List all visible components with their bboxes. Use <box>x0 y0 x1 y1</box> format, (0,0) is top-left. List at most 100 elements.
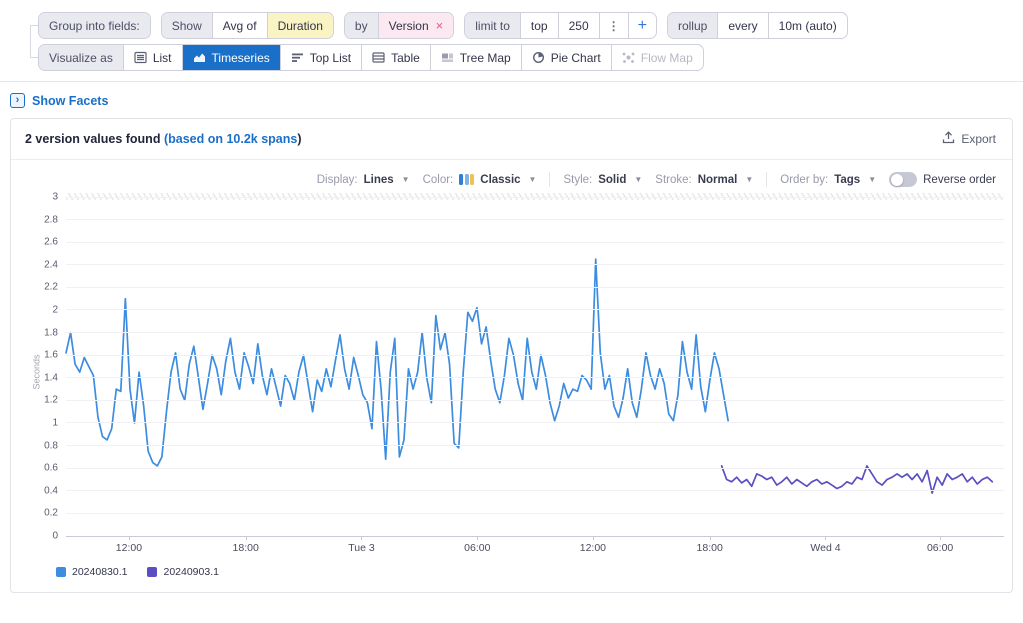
x-tick-mark <box>592 536 594 540</box>
aggregation-select[interactable]: Avg of <box>211 13 267 38</box>
visualize-row: Visualize as List Timeseries Top List Ta… <box>38 44 1023 71</box>
connector-stub <box>30 25 38 26</box>
color-label: Color: <box>422 173 454 186</box>
chevron-down-icon: ▼ <box>401 175 410 184</box>
gridline <box>66 490 1004 492</box>
list-icon <box>134 51 147 64</box>
x-tick-mark <box>128 536 130 540</box>
y-tick-label: 1.4 <box>44 372 58 384</box>
x-tick-mark <box>477 536 479 540</box>
legend-name: 20240903.1 <box>163 566 219 578</box>
chevron-down-icon: ▼ <box>528 175 537 184</box>
chevron-down-icon: ▼ <box>634 175 643 184</box>
stroke-select[interactable]: Stroke: Normal ▼ <box>655 174 753 186</box>
y-tick-label: 2.6 <box>44 236 58 248</box>
stroke-value: Normal <box>697 173 738 186</box>
tab-list-label: List <box>152 50 172 65</box>
x-tick-mark <box>245 536 247 540</box>
measure-select[interactable]: Duration <box>266 13 333 38</box>
export-icon <box>942 131 955 147</box>
tab-tree-map-label: Tree Map <box>459 50 511 65</box>
y-tick-label: 0.2 <box>44 507 58 519</box>
y-tick-label: 1 <box>52 417 58 429</box>
gridline <box>66 286 1004 288</box>
legend-item[interactable]: 20240830.1 <box>56 566 127 578</box>
stroke-label: Stroke: <box>655 173 692 186</box>
display-value: Lines <box>363 173 394 186</box>
display-select[interactable]: Display: Lines ▼ <box>317 174 410 186</box>
query-builder: Group into fields: Show Avg of Duration … <box>0 0 1023 81</box>
show-label: Show <box>161 13 212 38</box>
tree-map-icon <box>441 51 454 64</box>
tab-timeseries[interactable]: Timeseries <box>181 45 280 70</box>
tab-pie-chart[interactable]: Pie Chart <box>520 45 611 70</box>
tab-flow-map-label: Flow Map <box>640 50 693 65</box>
gridline <box>66 445 1004 447</box>
group-by-select[interactable]: Version × <box>377 13 454 38</box>
rollup-label: rollup <box>667 13 718 38</box>
y-tick-label: 1.6 <box>44 349 58 361</box>
panel-title: 2 version values found (based on 10.2k s… <box>25 132 302 146</box>
visualize-as-label: Visualize as <box>39 45 123 70</box>
rollup-interval-select[interactable]: 10m (auto) <box>767 13 847 38</box>
tab-table[interactable]: Table <box>361 45 430 70</box>
show-facets-icon[interactable]: › <box>10 93 25 108</box>
chevron-down-icon: ▼ <box>745 175 754 184</box>
chart-legend: 20240830.1 20240903.1 <box>56 566 1012 578</box>
controls-divider <box>766 172 768 187</box>
kebab-menu-icon[interactable]: ⋮ <box>598 13 628 38</box>
rollup-group: rollup every 10m (auto) <box>666 12 848 39</box>
y-tick-label: 3 <box>52 191 58 203</box>
x-axis-labels: 12:00 18:00 Tue 3 06:00 12:00 18:00 Wed 4 06:00 <box>66 538 1004 559</box>
limit-value-input[interactable]: 250 <box>557 13 599 38</box>
connector-line <box>30 25 31 58</box>
x-tick-label: 06:00 <box>926 542 954 554</box>
x-tick-mark <box>361 536 363 540</box>
limit-direction-select[interactable]: top <box>519 13 558 38</box>
tab-list[interactable]: List <box>122 45 182 70</box>
by-group: by Version × <box>343 12 455 39</box>
timeseries-chart[interactable]: Seconds 3 2.8 2.6 2.4 2.2 2 1.8 1.6 1.4 1.2 1 0.8 0.… <box>32 192 1004 542</box>
legend-item[interactable]: 20240903.1 <box>147 566 219 578</box>
rollup-every-label: every <box>717 13 767 38</box>
facets-row: › Show Facets <box>0 82 1023 118</box>
x-tick-label: 12:00 <box>115 542 143 554</box>
flow-map-icon <box>622 51 635 64</box>
gridline <box>66 309 1004 311</box>
gridline <box>66 512 1004 514</box>
gridline <box>66 241 1004 243</box>
paren-close: ) <box>297 132 302 146</box>
span-count-link[interactable]: (based on 10.2k spans <box>163 132 298 146</box>
toggle-knob <box>890 173 903 186</box>
series-line-20240903.1 <box>722 466 993 493</box>
tab-tree-map[interactable]: Tree Map <box>429 45 521 70</box>
y-tick-label: 2.2 <box>44 281 58 293</box>
x-tick-label: Tue 3 <box>348 542 375 554</box>
style-value: Solid <box>598 173 627 186</box>
y-tick-label: 2.8 <box>44 214 58 226</box>
add-query-icon[interactable]: + <box>627 13 656 38</box>
order-by-select[interactable]: Order by: Tags ▼ <box>780 174 876 186</box>
limit-group: limit to top 250 ⋮ + <box>464 12 657 39</box>
color-select[interactable]: Color: Classic ▼ <box>423 174 537 186</box>
gridline <box>66 377 1004 379</box>
export-button[interactable]: Export <box>942 131 996 147</box>
show-facets-link[interactable]: Show Facets <box>32 93 109 108</box>
series-line-20240830.1 <box>66 259 728 466</box>
connector-stub <box>30 57 38 58</box>
x-tick-label: 06:00 <box>464 542 491 554</box>
gridline <box>66 467 1004 469</box>
x-tick-label: 18:00 <box>232 542 259 554</box>
x-tick-label: Wed 4 <box>810 542 841 554</box>
style-select[interactable]: Style: Solid ▼ <box>563 174 642 186</box>
visualize-as-control: Visualize as List Timeseries Top List Ta… <box>38 44 704 71</box>
remove-group-by-icon[interactable]: × <box>435 18 444 33</box>
y-tick-label: 0.4 <box>44 485 58 497</box>
style-label: Style: <box>563 173 593 186</box>
legend-swatch <box>147 567 158 577</box>
show-group: Show Avg of Duration <box>160 12 334 39</box>
group-by-value: Version <box>388 18 429 33</box>
display-label: Display: <box>316 173 358 186</box>
tab-top-list[interactable]: Top List <box>279 45 361 70</box>
reverse-order-toggle[interactable] <box>889 172 918 187</box>
